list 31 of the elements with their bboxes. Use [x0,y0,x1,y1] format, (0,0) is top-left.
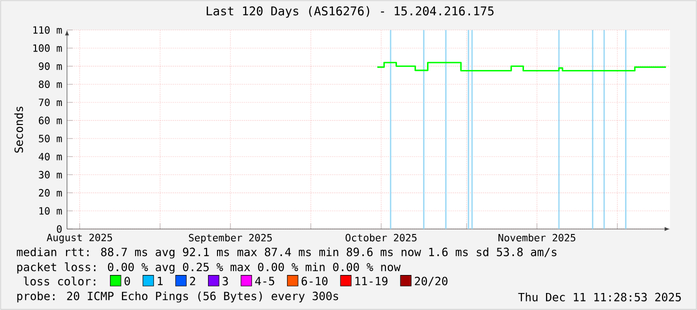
y-tick-label: 0 [56,225,62,233]
legend-label: 3 [222,276,228,286]
y-tick-label: 20 m [38,189,62,197]
legend-label: 11-19 [355,276,388,286]
x-tick-label: August 2025 [46,234,112,244]
chart-title: Last 120 Days (AS16276) - 15.204.216.175 [206,6,494,18]
legend-label: 0 [124,276,130,286]
text: probe: 20 ICMP Echo Pings (56 Bytes) every 300s [17,291,338,302]
y-axis-title: Seconds [14,106,24,153]
y-tick-label: 10 m [39,207,62,215]
y-tick-label: 80 m [38,80,62,88]
text: packet loss: 0.00 % avg 0.25 % max 0.00 % min 0.00 % now [17,262,401,274]
legend-label: 20/20 [414,276,448,286]
legend-label: 2 [190,276,196,286]
legend-label: 1 [158,276,163,286]
y-tick-label: 40 m [38,152,62,160]
legend-label: 4-5 [255,276,274,286]
x-tick-label: October 2025 [346,234,416,242]
text: Thu Dec 11 11:28:53 2025 [518,292,681,302]
y-tick-label: 110 m [33,26,62,34]
y-tick-label: 70 m [38,98,62,106]
y-tick-label: 50 m [38,134,62,142]
y-tick-label: 100 m [33,44,62,52]
x-tick-label: September 2025 [188,234,272,244]
y-tick-label: 30 m [38,170,62,179]
x-tick-label: November 2025 [498,234,576,242]
y-tick-label: 90 m [38,62,62,70]
text: median rtt: 88.7 ms avg 92.1 ms max 87.4 ms min 89.6 ms now 1.6 ms sd 53.8 am/s [16,247,556,258]
legend-label: 6-10 [302,276,328,286]
legend-title: loss color: [24,276,96,286]
y-tick-label: 60 m [38,116,62,124]
